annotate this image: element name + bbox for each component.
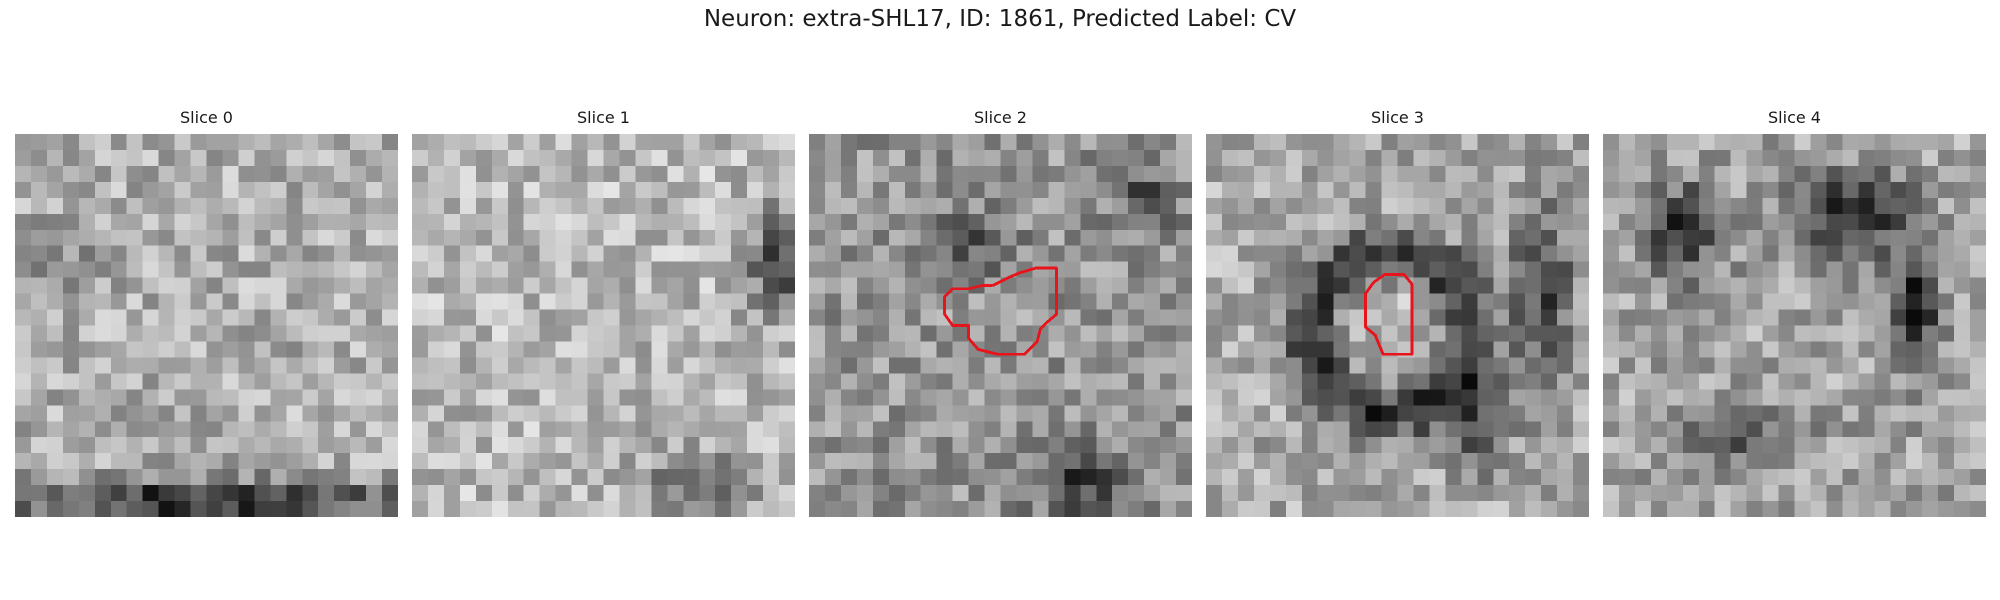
slice-image bbox=[809, 134, 1192, 517]
figure-title: Neuron: extra-SHL17, ID: 1861, Predicted… bbox=[703, 6, 1297, 32]
segmentation-contour bbox=[1364, 272, 1414, 356]
slice-panel-4: Slice 4 bbox=[1603, 108, 1986, 517]
slice-title: Slice 4 bbox=[1768, 108, 1821, 127]
slice-image bbox=[1603, 134, 1986, 517]
slice-title: Slice 3 bbox=[1371, 108, 1424, 127]
slice-title: Slice 2 bbox=[974, 108, 1027, 127]
slice-title: Slice 0 bbox=[180, 108, 233, 127]
slice-panel-3: Slice 3 bbox=[1206, 108, 1589, 517]
segmentation-contour bbox=[943, 266, 1058, 356]
slice-image bbox=[15, 134, 398, 517]
slice-title: Slice 1 bbox=[577, 108, 630, 127]
slice-panel-1: Slice 1 bbox=[412, 108, 795, 517]
slice-panel-2: Slice 2 bbox=[809, 108, 1192, 517]
slice-image bbox=[1206, 134, 1589, 517]
slice-panel-0: Slice 0 bbox=[15, 108, 398, 517]
slice-image bbox=[412, 134, 795, 517]
